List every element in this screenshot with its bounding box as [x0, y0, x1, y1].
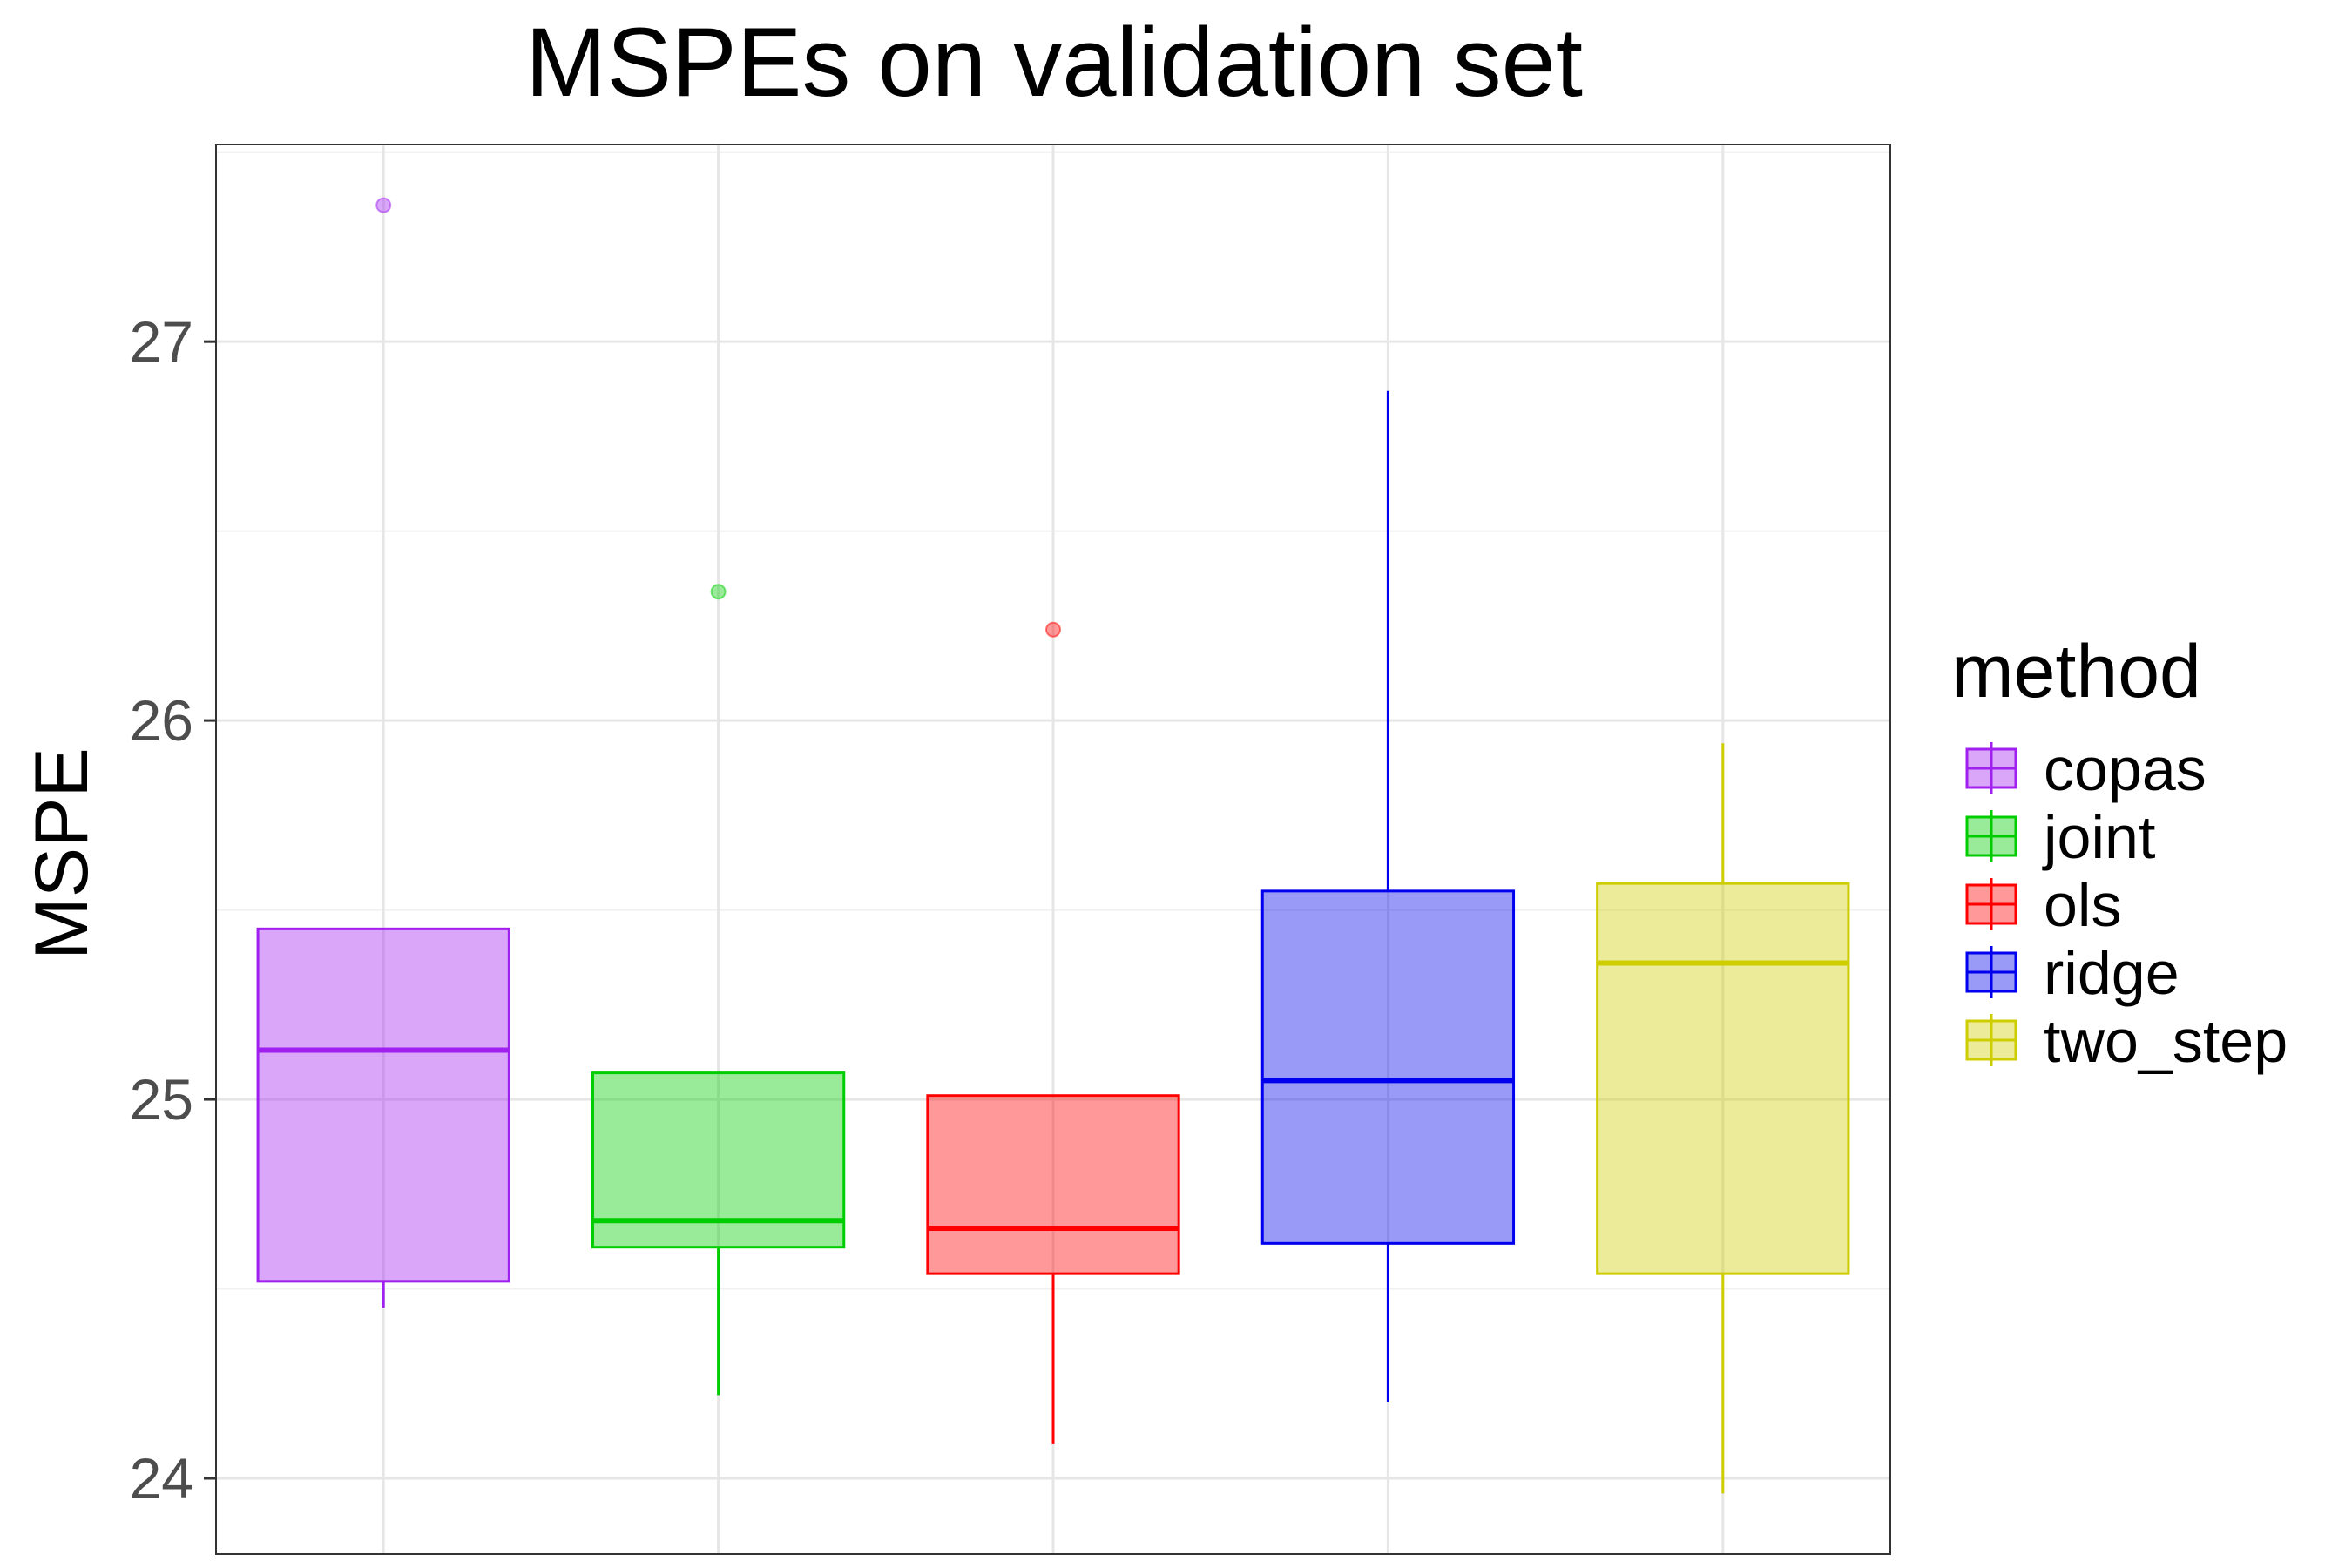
box-two_step [1596, 743, 1850, 1494]
legend-title: method [1951, 630, 2201, 713]
y-axis-ticks: 24 25 26 27 [130, 309, 216, 1511]
legend-item-copas: copas [1965, 735, 2207, 803]
iqr-box [1596, 882, 1850, 1275]
legend-item-ridge: ridge [1965, 939, 2180, 1007]
plot-panel-border [215, 144, 1891, 1555]
y-tick-label: 25 [130, 1067, 193, 1132]
legend-label: two_step [2044, 1007, 2288, 1075]
legend-label: copas [2044, 735, 2207, 803]
iqr-box [1260, 889, 1516, 1245]
legend-label: ridge [2044, 939, 2180, 1007]
legend-item-joint: joint [1965, 803, 2155, 871]
box-copas [256, 197, 510, 1308]
legend-label: ols [2044, 871, 2121, 939]
legend-item-ols: ols [1965, 871, 2121, 939]
box-ols [926, 621, 1180, 1444]
y-axis-label: MSPE [20, 747, 104, 960]
chart-title: MSPEs on validation set [525, 8, 1583, 117]
outlier-point [1045, 621, 1061, 638]
y-tick-label: 24 [130, 1446, 193, 1511]
legend-item-two_step: two_step [1965, 1007, 2288, 1075]
y-tick-label: 27 [130, 309, 193, 374]
box-ridge [1260, 390, 1516, 1403]
box-series [256, 197, 1850, 1494]
outlier-point [375, 197, 392, 213]
outlier-point [710, 584, 727, 600]
box-joint [591, 584, 846, 1396]
y-tick-label: 26 [130, 688, 193, 753]
legend-label: joint [2042, 803, 2155, 871]
iqr-box [256, 927, 510, 1283]
iqr-box [926, 1094, 1180, 1275]
